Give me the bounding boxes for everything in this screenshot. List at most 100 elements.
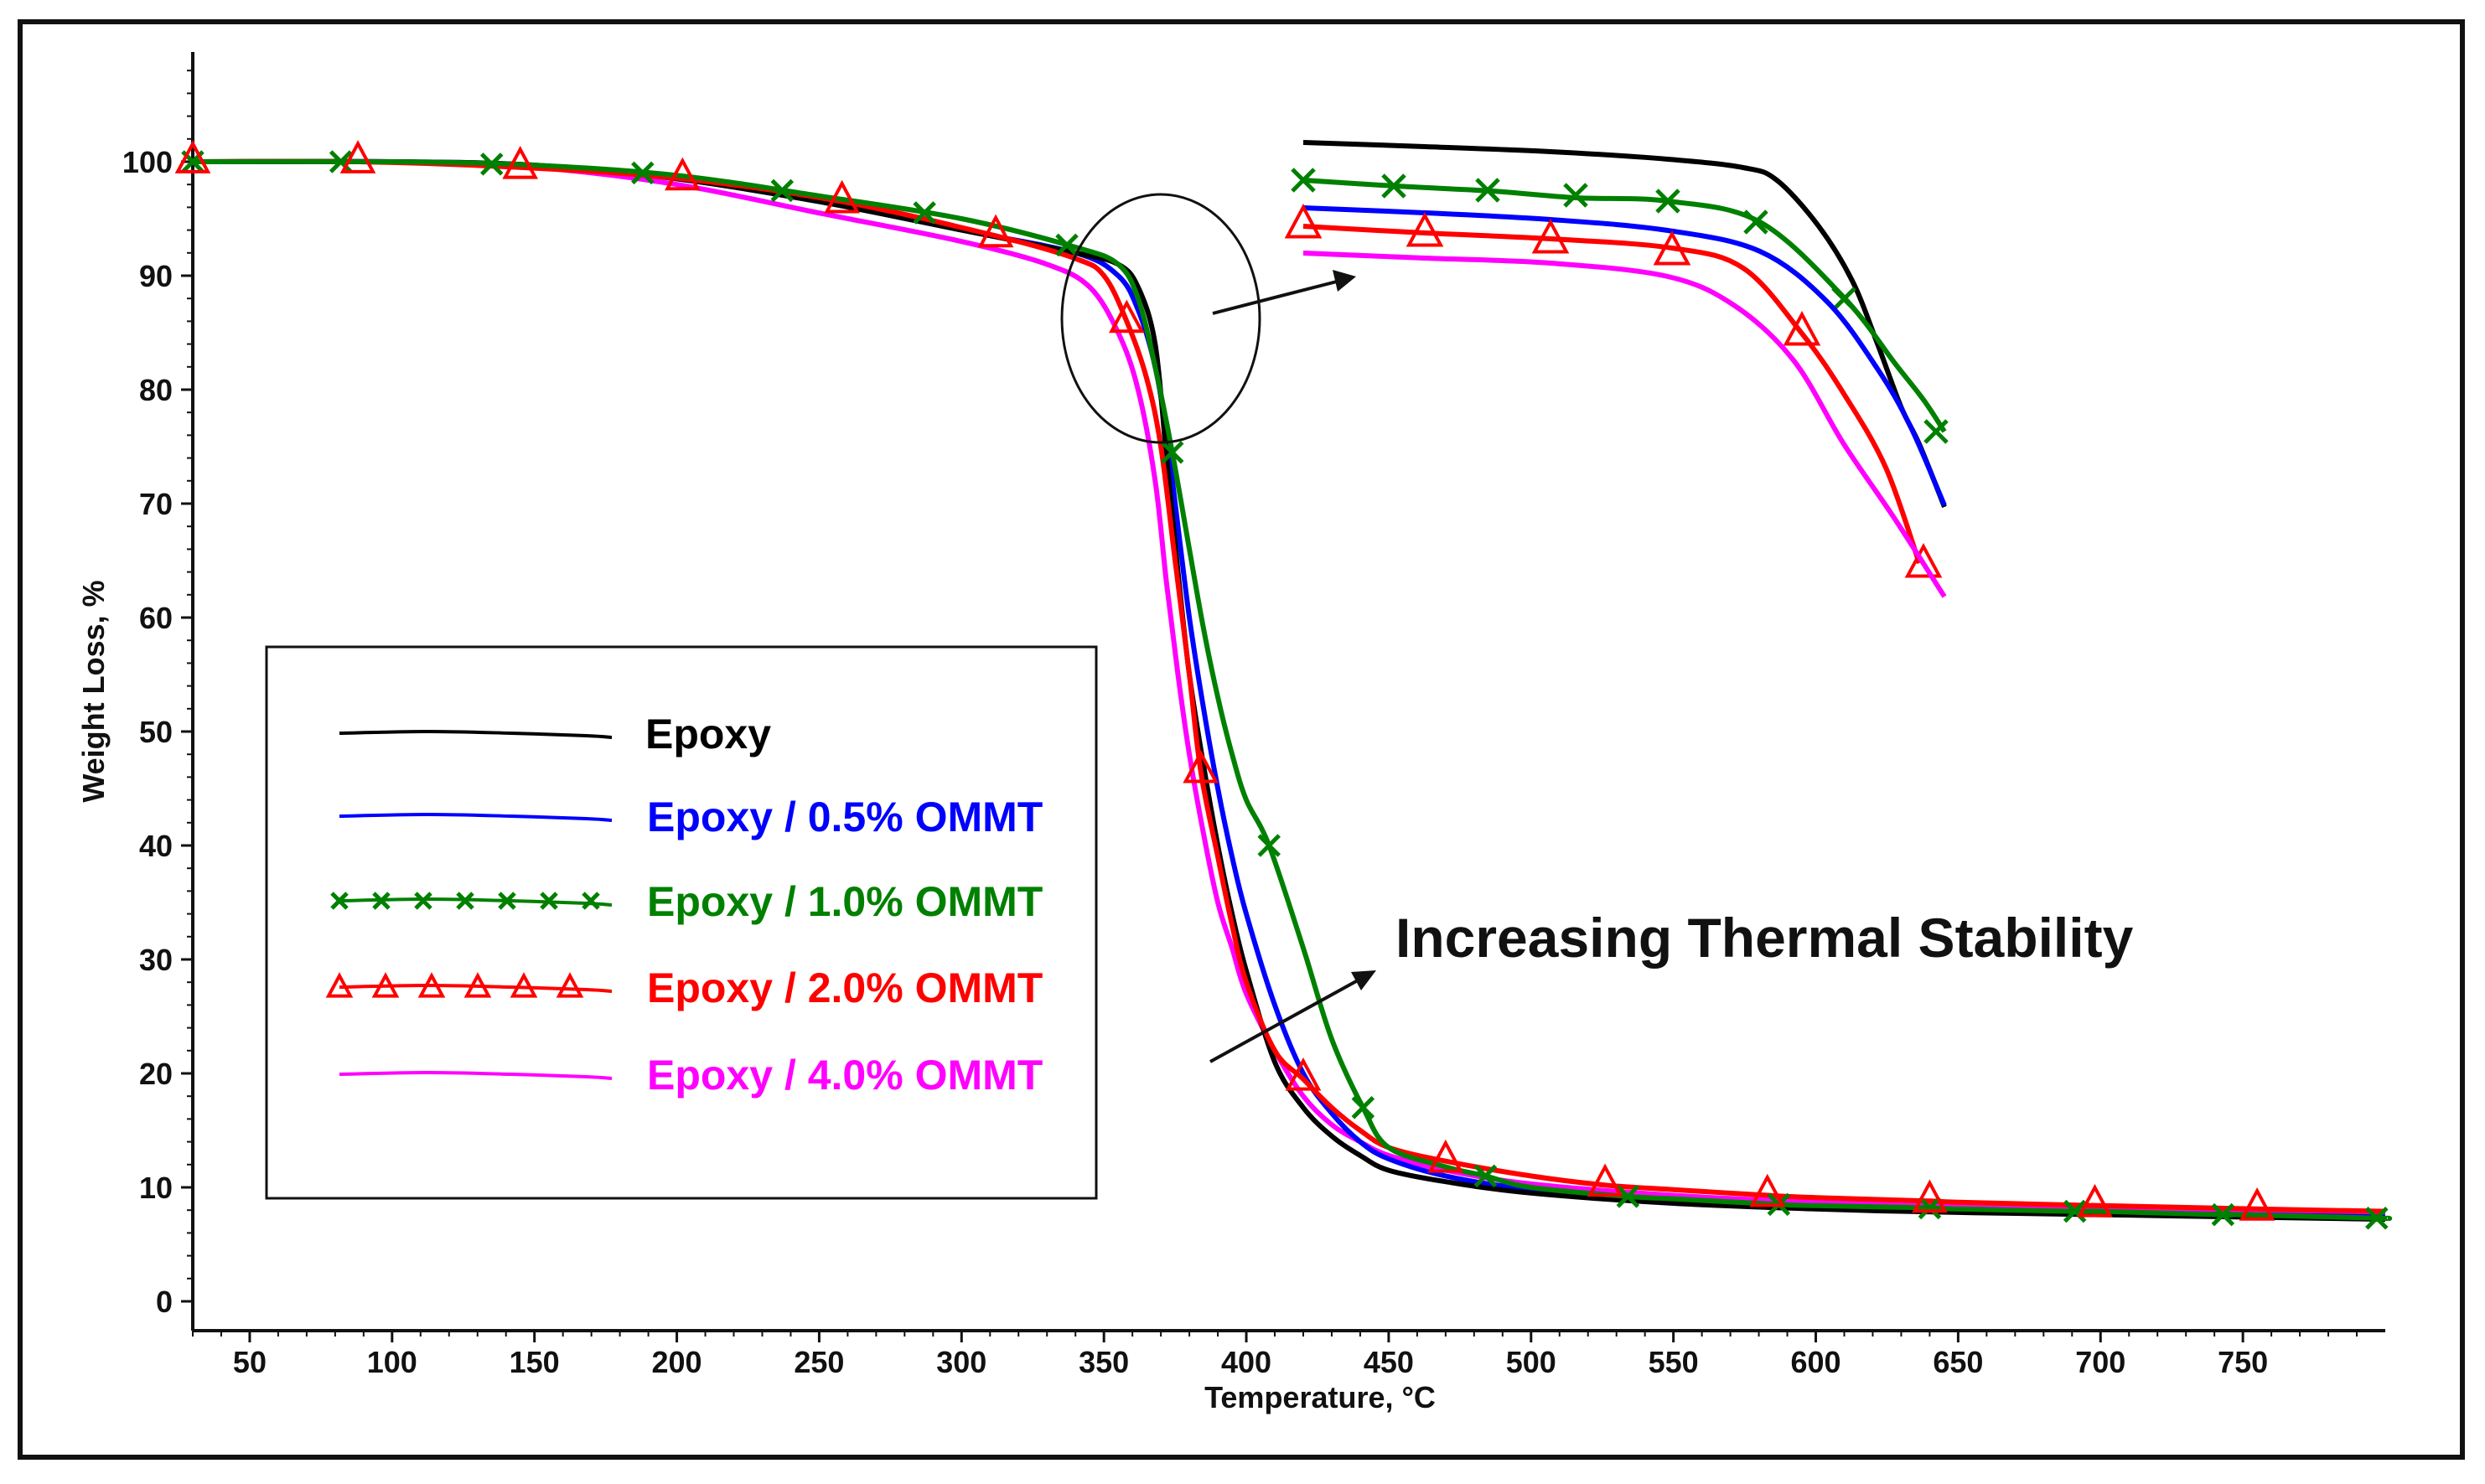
x-marker [913,201,936,225]
y-tick-label: 70 [139,487,173,521]
x-tick-label: 300 [936,1345,986,1379]
x-marker [1381,173,1406,199]
x-marker [1257,834,1281,857]
axes [191,52,2385,1332]
x-axis-label: Temperature, °C [1204,1380,1436,1414]
x-marker [2063,1199,2087,1223]
x-marker [1160,441,1184,464]
x-marker [372,892,391,910]
x-marker [498,892,516,910]
triangle-marker [1109,299,1145,334]
x-marker [1475,178,1500,203]
legend-swatch [339,729,613,739]
zoom-circle [1060,193,1261,444]
triangle-marker [1783,310,1821,346]
legend-box [265,645,1098,1200]
series-line-epoxy-1-0-ommt [192,158,2393,1222]
triangle-marker [665,157,701,191]
legend-swatch [339,812,613,822]
triangle-marker [463,972,492,998]
triangle-marker [556,972,584,998]
series-layer [192,158,2393,1223]
x-tick-label: 50 [233,1345,267,1379]
y-tick-label: 60 [139,601,173,635]
legend-item: Epoxy / 4.0% OMMT [339,1052,1043,1099]
stability-annotation: Increasing Thermal Stability [1395,907,2134,969]
triangle-marker [510,972,538,998]
triangle-marker [174,140,211,173]
x-tick-label: 350 [1079,1345,1129,1379]
triangle-marker [2239,1187,2275,1221]
inset-line-epoxy-1-0-ommt [1302,178,1947,433]
x-marker [540,892,558,910]
series-line-epoxy-4-0-ommt [192,158,2386,1215]
triangle-marker [977,214,1014,248]
x-marker [414,892,432,910]
y-tick-label: 40 [139,829,173,863]
x-marker [2211,1202,2235,1227]
legend: Epoxy Epoxy / 0.5% OMMT Epoxy / 1.0% OMMT E… [265,645,1098,1200]
legend-item: Epoxy / 0.5% OMMT [339,794,1043,840]
y-tick-label: 80 [139,373,173,407]
x-marker [1055,233,1079,257]
inset-curves [1284,140,1949,598]
legend-label: Epoxy / 0.5% OMMT [647,794,1043,840]
x-marker [1743,209,1768,235]
triangle-marker [1587,1163,1623,1197]
y-tick-label: 50 [139,715,173,749]
x-marker [1351,1096,1375,1119]
triangle-marker [1183,749,1219,783]
legend-swatch [339,1070,613,1080]
legend-label: Epoxy / 2.0% OMMT [647,964,1043,1011]
triangle-marker [1285,1057,1322,1091]
triangle-marker [1406,211,1444,247]
x-tick-label: 650 [1933,1345,1983,1379]
triangle-marker [824,179,860,214]
x-tick-label: 400 [1221,1345,1271,1379]
figure-frame [18,19,2465,1460]
triangle-marker [1531,218,1570,254]
triangle-marker [325,972,354,998]
triangle-marker [339,140,376,173]
inset-line-epoxy-0-5-ommt [1302,205,1947,507]
x-marker [456,892,474,910]
x-marker [1291,168,1316,193]
triangle-marker [417,972,446,998]
x-tick-label: 550 [1649,1345,1699,1379]
x-tick-label: 600 [1790,1345,1840,1379]
triangle-marker [2077,1183,2113,1218]
x-marker [479,153,504,176]
x-tick-label: 700 [2075,1345,2125,1379]
x-tick-label: 450 [1364,1345,1414,1379]
y-ticks: 0 10 20 30 40 50 60 70 80 90 100 [122,70,193,1319]
inset-line-epoxy-4-0-ommt [1302,251,1947,598]
x-marker [1655,189,1680,214]
legend-item: Epoxy [339,711,771,758]
x-marker [1923,419,1949,444]
triangle-marker [1653,230,1691,266]
y-tick-label: 90 [139,259,173,293]
y-tick-label: 30 [139,943,173,977]
triangle-marker [1427,1139,1464,1173]
inset-line-epoxy-2-0-ommt [1302,224,1922,564]
x-tick-label: 150 [510,1345,560,1379]
x-tick-label: 500 [1506,1345,1556,1379]
triangle-marker [1904,542,1943,578]
legend-item: Epoxy / 1.0% OMMT [330,878,1043,925]
x-marker [2365,1206,2389,1230]
y-tick-label: 100 [122,145,173,179]
triangle-marker [1749,1173,1786,1207]
stability-arrow [1209,970,1376,1063]
y-tick-label: 0 [156,1285,173,1319]
x-tick-label: 250 [794,1345,844,1379]
zoom-arrow [1212,270,1356,315]
x-marker [330,892,349,910]
x-marker [329,150,353,173]
y-tick-label: 10 [139,1171,173,1205]
triangle-marker [371,972,400,998]
triangle-marker [1912,1179,1948,1213]
x-marker [1616,1185,1640,1208]
x-tick-label: 100 [367,1345,417,1379]
legend-label: Epoxy [645,711,771,758]
